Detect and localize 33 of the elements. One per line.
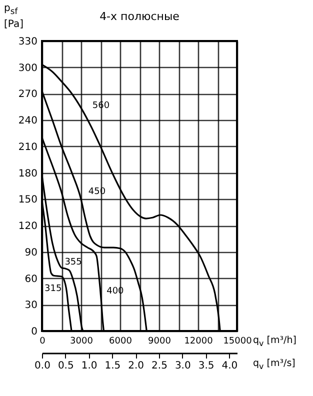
y-tick-label: 0 bbox=[31, 326, 38, 338]
x-tick-label: 12000 bbox=[184, 336, 214, 346]
y-tick-label: 150 bbox=[18, 194, 38, 206]
y-tick-label: 300 bbox=[18, 62, 38, 74]
y-tick-label: 60 bbox=[24, 274, 38, 285]
x2-tick-label: 1.5 bbox=[104, 360, 121, 372]
x2-tick-label: 1.0 bbox=[81, 360, 98, 372]
x2-tick-label: 0.0 bbox=[34, 360, 50, 372]
y-tick-label: 210 bbox=[18, 142, 38, 153]
y-tick-label: 120 bbox=[18, 221, 38, 232]
x-tick-label: 3000 bbox=[70, 336, 94, 346]
x2-axis-title: q$_{v}$ [m³/s] bbox=[253, 357, 296, 373]
chart-title: 4-х полюсные bbox=[100, 10, 180, 23]
x-tick-label: 6000 bbox=[109, 336, 132, 346]
y-tick-label: 180 bbox=[18, 168, 38, 180]
series-label: 355 bbox=[64, 257, 82, 268]
x2-tick-label: 2.0 bbox=[128, 360, 144, 372]
y-axis-title: p$_{sf}$ [Pa] bbox=[4, 2, 25, 32]
x2-tick-label: 3.5 bbox=[198, 360, 214, 372]
x2-tick-label: 4.0 bbox=[222, 360, 238, 372]
y-tick-label: 330 bbox=[18, 36, 38, 48]
x2-tick-label: 3.0 bbox=[174, 360, 191, 372]
x-tick-label: 0 bbox=[40, 336, 46, 346]
y-tick-label: 270 bbox=[18, 89, 38, 100]
x-tick-label: 15000 bbox=[223, 336, 252, 346]
y-tick-label: 30 bbox=[24, 300, 38, 312]
x2-tick-label: 2.5 bbox=[152, 360, 168, 372]
y-tick-label: 90 bbox=[24, 247, 38, 258]
y-tick-label: 240 bbox=[18, 116, 38, 127]
x-axis-title: q$_{v}$ [m³/h] bbox=[253, 334, 296, 350]
series-label: 315 bbox=[44, 284, 62, 294]
x-tick-label: 9000 bbox=[148, 336, 172, 346]
x2-tick-label: 0.5 bbox=[58, 360, 74, 372]
